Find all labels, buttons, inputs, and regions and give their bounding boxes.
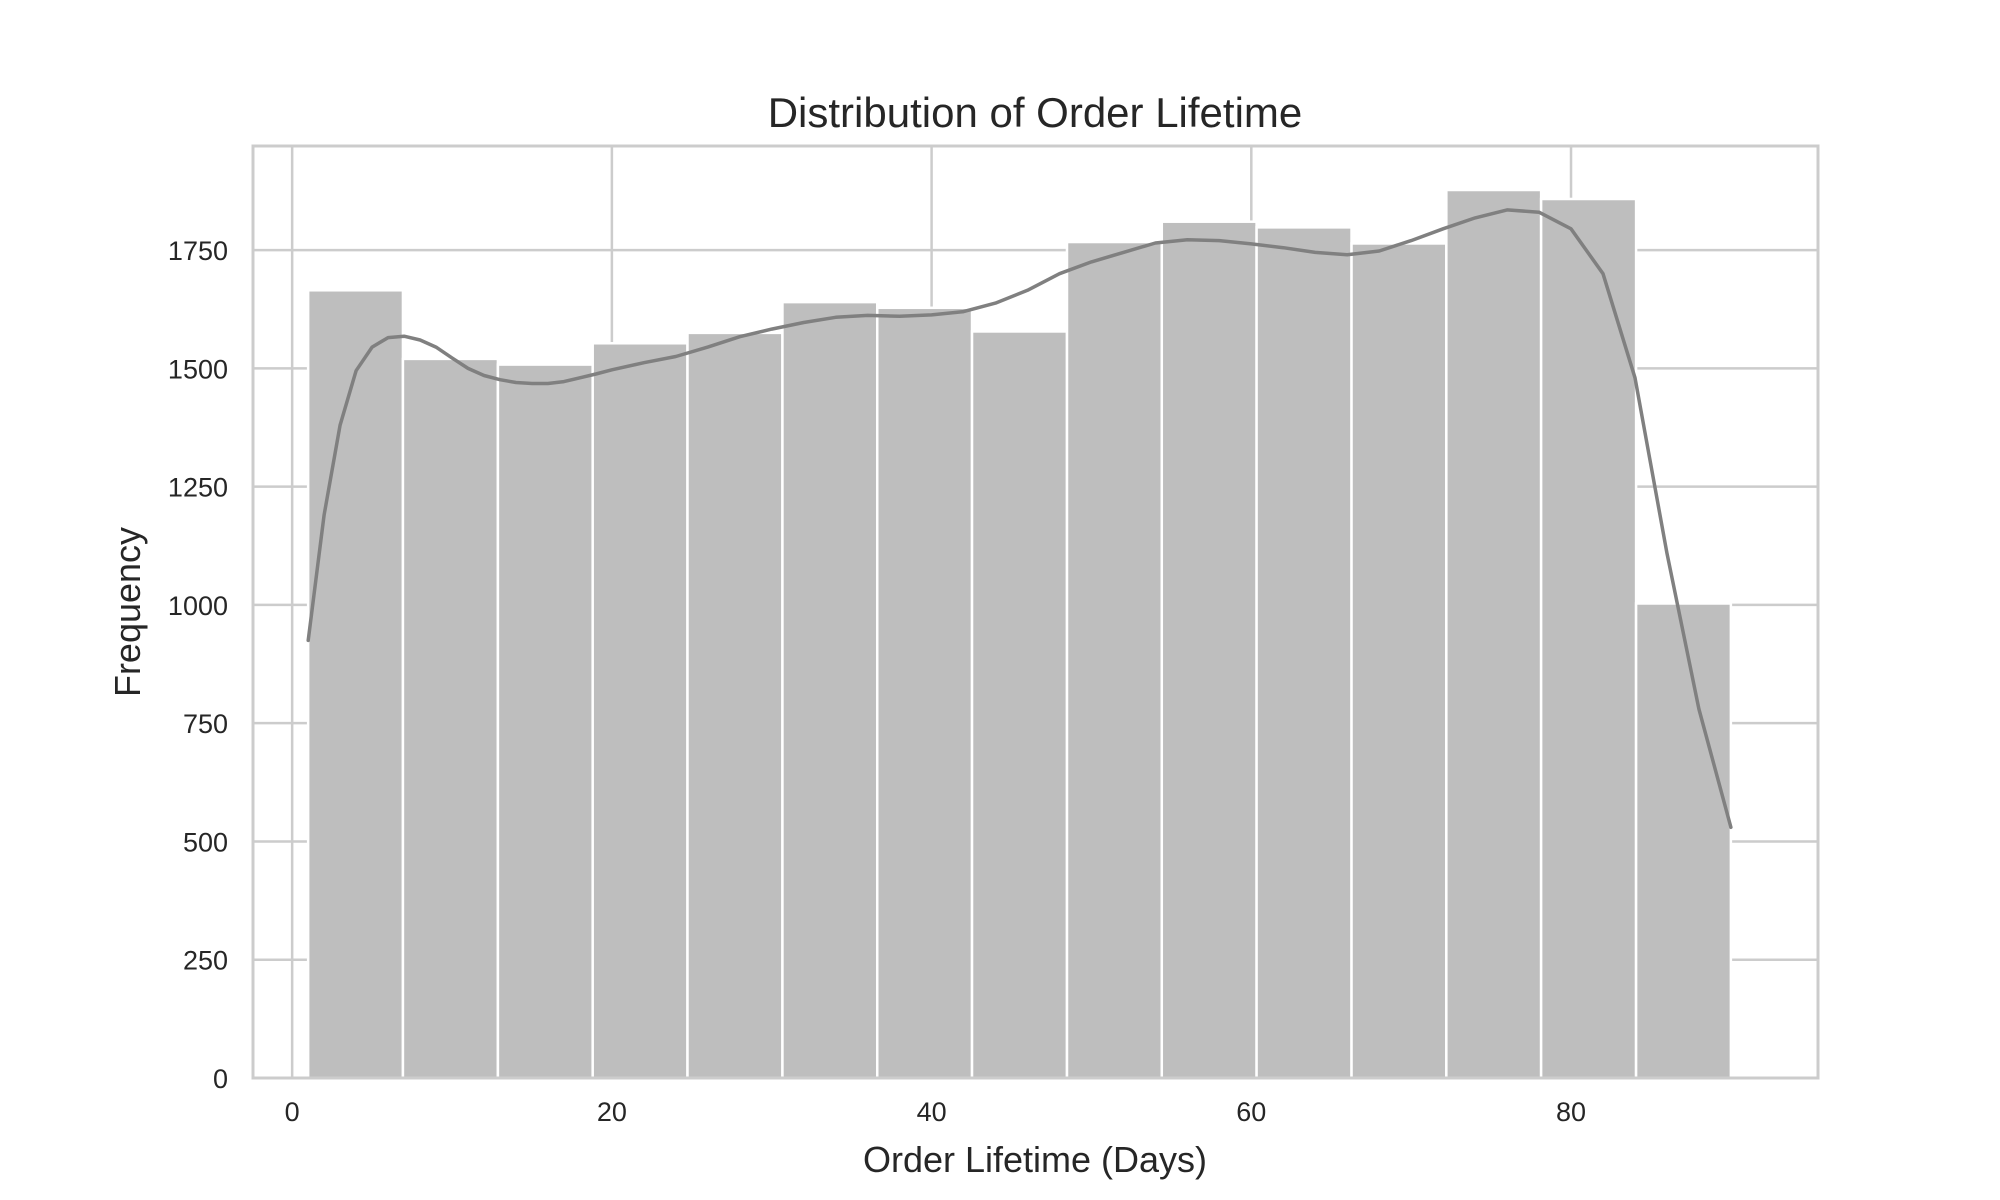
histogram-bar xyxy=(496,363,594,1080)
x-tick-label: 40 xyxy=(917,1097,947,1127)
histogram-bar xyxy=(1255,226,1353,1080)
histogram-bar xyxy=(401,357,500,1080)
kde-density-line xyxy=(306,208,1733,830)
histogram-bar xyxy=(1445,188,1543,1080)
histogram-bar xyxy=(591,342,689,1080)
y-tick-label: 750 xyxy=(183,709,228,739)
plot-frame xyxy=(251,144,1820,1080)
y-tick-label: 1000 xyxy=(168,591,228,621)
x-tick-label: 20 xyxy=(597,1097,627,1127)
y-tick-label: 500 xyxy=(183,827,228,857)
histogram-bar xyxy=(781,300,879,1080)
histogram-bar xyxy=(1065,240,1164,1080)
y-tick-label: 0 xyxy=(213,1064,228,1094)
histogram-bar xyxy=(970,330,1069,1080)
y-tick-label: 1750 xyxy=(168,236,228,266)
y-tick-label: 1500 xyxy=(168,354,228,384)
y-tick-label: 250 xyxy=(183,946,228,976)
x-tick-label: 60 xyxy=(1236,1097,1266,1127)
histogram-bar xyxy=(1539,197,1638,1080)
y-tick-label: 1250 xyxy=(168,473,228,503)
histogram-bar xyxy=(1634,602,1733,1080)
x-tick-labels: 0 20 40 60 80 xyxy=(285,1097,1586,1127)
x-tick-label: 0 xyxy=(285,1097,300,1127)
histogram-bar xyxy=(1160,220,1258,1080)
histogram-bar xyxy=(875,306,974,1080)
x-axis-label: Order Lifetime (Days) xyxy=(863,1139,1207,1180)
x-tick-label: 80 xyxy=(1556,1097,1586,1127)
histogram-bar xyxy=(306,289,405,1080)
y-tick-labels: 0 250 500 750 1000 1250 1500 1750 xyxy=(168,236,228,1094)
chart-title: Distribution of Order Lifetime xyxy=(768,89,1303,136)
y-axis-label: Frequency xyxy=(107,527,148,697)
histogram-bar xyxy=(686,331,784,1080)
histogram-bars xyxy=(306,188,1733,1080)
histogram-bar xyxy=(1350,242,1448,1080)
